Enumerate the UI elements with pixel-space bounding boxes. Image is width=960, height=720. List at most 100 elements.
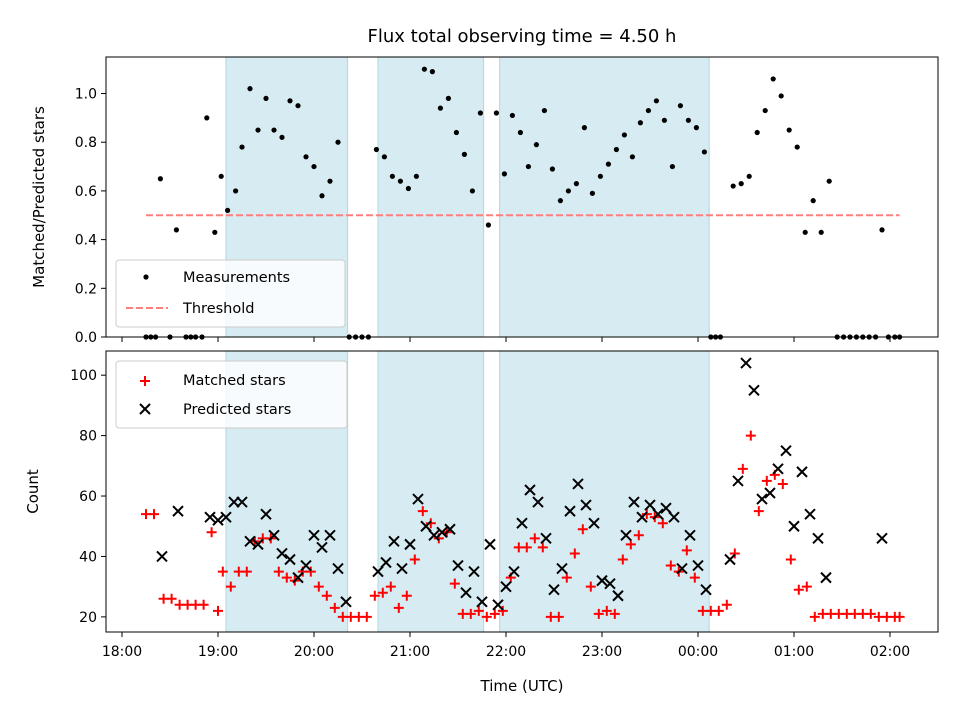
y-axis-label-top: Matched/Predicted stars — [30, 106, 48, 288]
matched-star-marker — [329, 602, 340, 613]
x-tick-label: 23:00 — [582, 644, 622, 660]
measurement-point — [173, 227, 179, 233]
y-tick-label: 0.4 — [75, 233, 97, 249]
matched-star-marker — [321, 590, 332, 601]
predicted-star-marker — [292, 571, 304, 584]
matched-star-marker — [689, 572, 700, 583]
predicted-star-marker — [572, 478, 584, 490]
matched-star-marker — [489, 608, 500, 619]
predicted-star-marker — [308, 529, 320, 542]
predicted-star-marker — [380, 556, 392, 569]
matched-star-marker — [361, 611, 372, 622]
legend-matched-label: Matched stars — [183, 373, 286, 389]
measurement-point — [794, 144, 800, 150]
measurement-point — [477, 110, 483, 116]
predicted-star-marker — [812, 532, 824, 545]
predicted-star-marker — [516, 517, 528, 529]
measurement-point — [629, 154, 636, 160]
predicted-star-marker — [236, 496, 248, 508]
matched-star-marker — [801, 581, 812, 592]
predicted-star-marker — [660, 502, 672, 514]
predicted-star-marker — [876, 532, 888, 545]
measurement-point — [303, 154, 309, 160]
matched-star-marker — [865, 608, 876, 619]
measurement-point — [645, 107, 652, 114]
legend-measurements-label: Measurements — [183, 270, 290, 286]
measurement-point — [589, 190, 596, 196]
matched-star-marker — [633, 530, 644, 541]
measurement-point — [754, 129, 760, 136]
x-axis-label: Time (UTC) — [480, 677, 564, 695]
matched-star-marker — [149, 509, 159, 520]
measurement-point — [621, 132, 628, 138]
predicted-star-marker — [388, 535, 400, 548]
predicted-star-marker — [620, 529, 632, 542]
predicted-star-marker — [788, 520, 800, 532]
legend-predicted-label: Predicted stars — [183, 402, 291, 418]
matched-star-marker — [617, 554, 628, 565]
measurement-point — [653, 98, 660, 104]
matched-star-marker — [665, 560, 676, 571]
y-tick-label: 100 — [70, 368, 97, 384]
predicted-star-marker — [804, 508, 816, 520]
x-tick-label: 21:00 — [390, 644, 430, 660]
predicted-star-marker — [412, 493, 424, 505]
matched-star-marker — [369, 590, 380, 601]
y-tick-label: 0.0 — [75, 330, 97, 346]
predicted-star-marker — [556, 562, 568, 575]
matched-star-marker — [609, 608, 620, 619]
predicted-star-marker — [644, 499, 656, 511]
predicted-star-marker — [756, 493, 768, 505]
measurement-point — [557, 198, 564, 204]
predicted-star-marker — [740, 357, 752, 369]
matched-star-marker — [809, 611, 820, 622]
matched-star-marker — [241, 566, 252, 577]
predicted-star-marker — [732, 475, 744, 487]
predicted-star-marker — [156, 550, 168, 563]
matched-star-marker — [601, 605, 612, 616]
measurement-point — [818, 229, 824, 235]
measurement-point — [311, 163, 317, 170]
y-tick-label: 80 — [79, 429, 97, 445]
matched-star-marker — [166, 593, 177, 604]
measurement-point — [802, 229, 808, 235]
measurement-point — [469, 188, 475, 194]
matched-star-marker — [377, 587, 388, 598]
measurement-point — [525, 163, 532, 170]
matched-star-marker — [625, 539, 636, 550]
predicted-star-marker — [260, 508, 272, 520]
measurement-point — [549, 166, 556, 172]
matched-star-marker — [497, 605, 508, 616]
predicted-star-marker — [484, 538, 496, 551]
x-ticks-top — [121, 337, 891, 342]
measurement-point — [762, 107, 768, 114]
observing-interval-2 — [377, 350, 485, 633]
matched-star-marker — [281, 572, 292, 583]
matched-star-marker — [553, 611, 564, 622]
matched-star-marker — [313, 581, 324, 592]
legend-top: Measurements Threshold — [115, 259, 346, 328]
measurement-point — [445, 95, 451, 101]
matched-star-marker — [198, 599, 209, 610]
measurement-point — [239, 144, 245, 150]
observing-interval-2 — [377, 56, 485, 338]
x-tick-label: 02:00 — [870, 644, 910, 660]
predicted-star-marker — [524, 484, 536, 496]
predicted-star-marker — [316, 541, 328, 554]
matched-star-marker — [737, 463, 748, 474]
measurement-point — [218, 173, 224, 179]
measurement-point — [573, 181, 580, 187]
measurement-point — [204, 115, 210, 121]
measurement-point — [157, 176, 163, 182]
x-tick-label: 18:00 — [102, 644, 142, 660]
measurement-point — [778, 93, 784, 99]
predicted-star-marker — [244, 535, 256, 548]
y-tick-label: 40 — [79, 549, 97, 565]
matched-star-marker — [641, 509, 652, 520]
matched-star-marker — [217, 566, 228, 577]
matched-star-marker — [385, 581, 396, 592]
measurement-point — [327, 178, 333, 184]
measurement-point — [738, 181, 744, 187]
measurement-point — [810, 198, 816, 204]
